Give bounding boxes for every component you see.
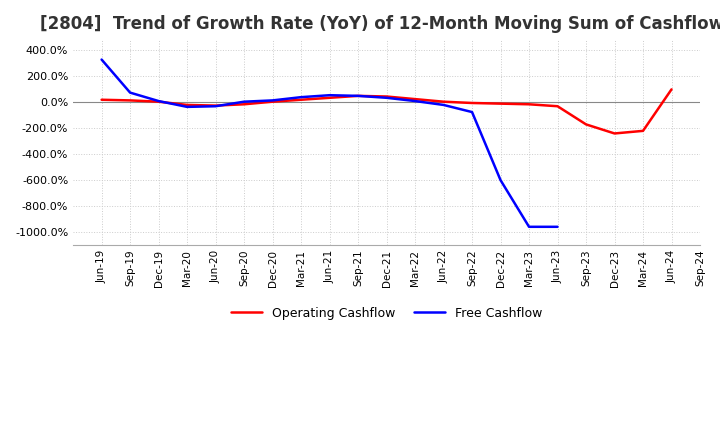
Title: [2804]  Trend of Growth Rate (YoY) of 12-Month Moving Sum of Cashflows: [2804] Trend of Growth Rate (YoY) of 12-… bbox=[40, 15, 720, 33]
Line: Free Cashflow: Free Cashflow bbox=[102, 59, 557, 227]
Operating Cashflow bbox=[183, 102, 192, 107]
Operating Cashflow bbox=[667, 87, 676, 92]
Free Cashflow bbox=[126, 90, 135, 95]
Free Cashflow bbox=[183, 104, 192, 110]
Free Cashflow bbox=[496, 177, 505, 183]
Operating Cashflow bbox=[496, 101, 505, 106]
Free Cashflow bbox=[325, 92, 334, 98]
Operating Cashflow bbox=[553, 103, 562, 109]
Operating Cashflow bbox=[439, 99, 448, 104]
Operating Cashflow bbox=[354, 93, 362, 99]
Free Cashflow bbox=[468, 110, 477, 115]
Operating Cashflow bbox=[211, 103, 220, 108]
Free Cashflow bbox=[382, 95, 391, 100]
Operating Cashflow bbox=[126, 98, 135, 103]
Operating Cashflow bbox=[582, 122, 590, 127]
Free Cashflow bbox=[240, 99, 248, 104]
Free Cashflow bbox=[553, 224, 562, 229]
Free Cashflow bbox=[269, 98, 277, 103]
Legend: Operating Cashflow, Free Cashflow: Operating Cashflow, Free Cashflow bbox=[225, 302, 547, 325]
Free Cashflow bbox=[297, 95, 305, 100]
Operating Cashflow bbox=[468, 100, 477, 106]
Operating Cashflow bbox=[269, 99, 277, 104]
Free Cashflow bbox=[154, 99, 163, 104]
Operating Cashflow bbox=[97, 97, 106, 103]
Operating Cashflow bbox=[240, 102, 248, 107]
Line: Operating Cashflow: Operating Cashflow bbox=[102, 89, 672, 133]
Operating Cashflow bbox=[525, 102, 534, 107]
Operating Cashflow bbox=[610, 131, 618, 136]
Free Cashflow bbox=[354, 93, 362, 99]
Operating Cashflow bbox=[639, 128, 647, 133]
Free Cashflow bbox=[97, 57, 106, 62]
Free Cashflow bbox=[525, 224, 534, 229]
Operating Cashflow bbox=[154, 99, 163, 104]
Operating Cashflow bbox=[325, 95, 334, 100]
Free Cashflow bbox=[211, 103, 220, 109]
Free Cashflow bbox=[439, 102, 448, 107]
Operating Cashflow bbox=[382, 94, 391, 99]
Operating Cashflow bbox=[297, 97, 305, 103]
Operating Cashflow bbox=[410, 96, 419, 102]
Free Cashflow bbox=[410, 99, 419, 104]
